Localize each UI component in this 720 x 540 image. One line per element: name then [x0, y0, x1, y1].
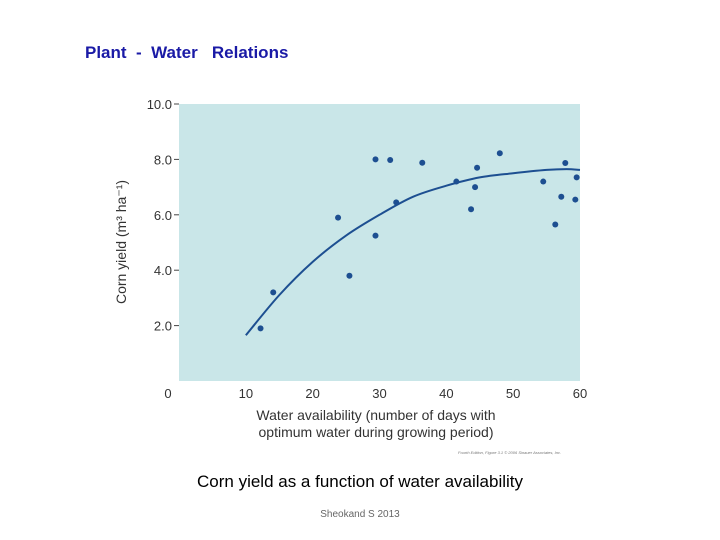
data-point	[419, 159, 426, 166]
data-point	[257, 325, 264, 332]
data-point	[558, 193, 565, 200]
data-point	[270, 289, 277, 296]
x-axis-ticks: 0 10 20 30 40 50 60	[164, 386, 587, 401]
y-axis-ticks: 2.0 4.0 6.0 8.0 10.0	[147, 97, 179, 334]
data-point	[562, 160, 569, 167]
y-tick-label: 8.0	[154, 152, 172, 167]
fit-curve	[245, 168, 581, 336]
data-point	[393, 199, 400, 206]
corn-yield-chart: 2.0 4.0 6.0 8.0 10.0 0 10 20 30 40 50 60 Corn yiel…	[113, 97, 587, 440]
x-tick-label: 30	[372, 386, 386, 401]
slide-caption: Corn yield as a function of water availa…	[197, 472, 523, 491]
slide-credit: Sheokand S 2013	[320, 509, 400, 520]
y-tick-label: 4.0	[154, 263, 172, 278]
y-tick-label: 6.0	[154, 208, 172, 223]
data-point	[372, 156, 379, 163]
slide-title: Plant - Water Relations	[85, 43, 289, 62]
x-tick-label: 40	[439, 386, 453, 401]
x-tick-label: 50	[506, 386, 520, 401]
data-point	[552, 221, 559, 228]
x-axis-label-line-1: Water availability (number of days with	[256, 407, 495, 423]
data-point	[572, 196, 579, 203]
figure-credit: Fourth Edition, Figure 3.1 © 2006 Sinaue…	[458, 450, 562, 455]
x-tick-label: 60	[573, 386, 587, 401]
data-points	[257, 150, 580, 332]
data-point	[346, 272, 353, 279]
data-point	[335, 214, 342, 221]
data-point	[372, 232, 379, 239]
x-tick-label: 10	[239, 386, 253, 401]
y-tick-label: 2.0	[154, 319, 172, 334]
data-point	[472, 184, 479, 191]
x-tick-label: 0	[164, 386, 171, 401]
y-tick-label: 10.0	[147, 97, 172, 112]
data-point	[496, 150, 503, 157]
data-point	[453, 178, 460, 185]
plot-area	[179, 104, 580, 381]
data-point	[540, 178, 547, 185]
x-axis-label-line-2: optimum water during growing period)	[259, 424, 494, 440]
data-point	[474, 164, 481, 171]
data-point	[387, 156, 394, 163]
x-tick-label: 20	[305, 386, 319, 401]
data-point	[468, 206, 475, 213]
data-point	[573, 174, 580, 181]
y-axis-label: Corn yield (m³ ha⁻¹)	[113, 180, 129, 304]
